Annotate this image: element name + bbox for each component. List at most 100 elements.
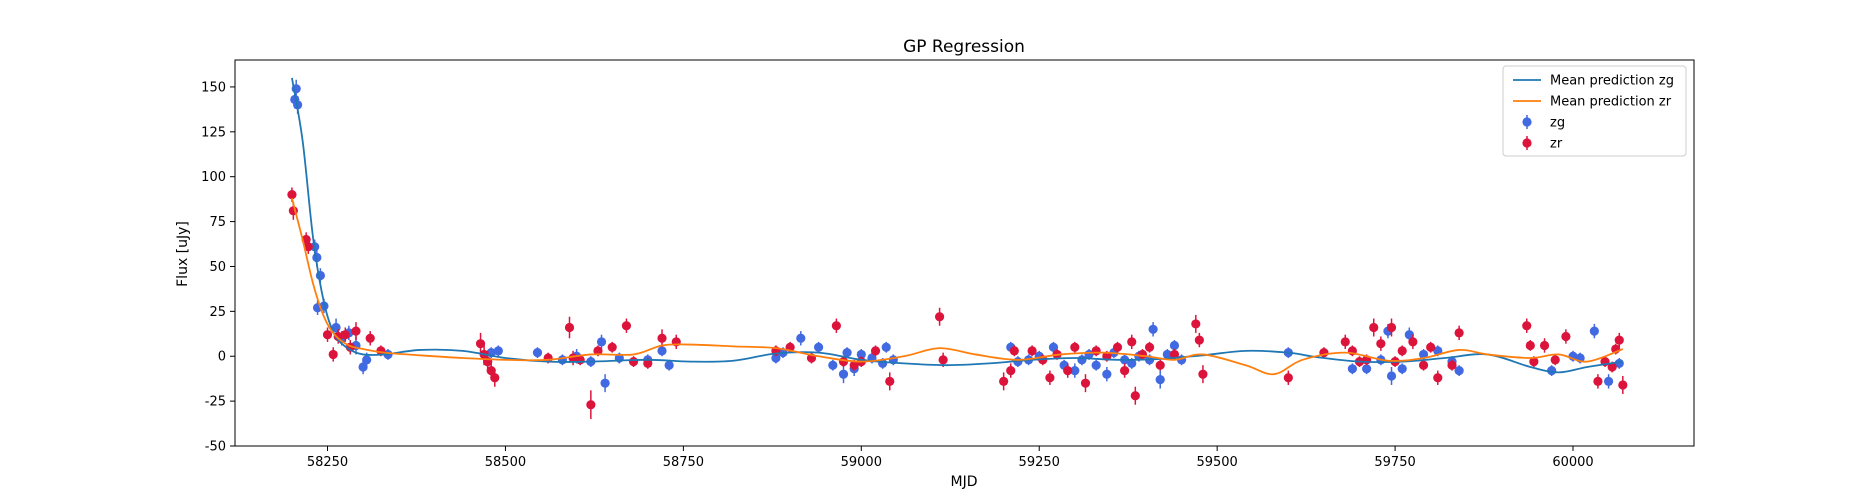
- x-tick-label: 59250: [1019, 455, 1060, 470]
- point-zr: [1340, 337, 1350, 347]
- point-zr: [1522, 321, 1532, 331]
- point-zg: [312, 252, 322, 263]
- y-tick-label: 0: [218, 350, 226, 365]
- point-zr: [1447, 360, 1457, 370]
- point-zr: [607, 342, 617, 352]
- point-zg: [358, 362, 368, 372]
- point-zr: [1120, 365, 1130, 376]
- point-zr: [1045, 373, 1055, 383]
- legend-label: Mean prediction zr: [1550, 95, 1672, 110]
- point-zg: [1155, 374, 1165, 385]
- point-zr: [1550, 355, 1560, 365]
- point-zg: [1148, 324, 1158, 334]
- point-zr: [1426, 342, 1436, 352]
- point-zr: [1155, 360, 1165, 370]
- legend-swatch: [1522, 117, 1532, 127]
- point-zr: [1027, 346, 1037, 356]
- point-zr: [564, 322, 575, 333]
- y-tick-label: 75: [209, 215, 226, 230]
- point-zr: [365, 333, 375, 343]
- point-zr: [1614, 335, 1624, 345]
- point-zg: [771, 353, 781, 363]
- series-zr: [287, 187, 1628, 420]
- point-zr: [287, 190, 297, 200]
- point-zr: [1618, 380, 1628, 390]
- point-zr: [1408, 337, 1418, 347]
- point-zg: [842, 348, 852, 358]
- point-zg: [1603, 376, 1614, 386]
- point-zr: [621, 321, 632, 331]
- point-zr: [849, 360, 859, 370]
- point-zr: [333, 331, 343, 342]
- legend-label: zg: [1550, 116, 1565, 131]
- point-zg: [828, 360, 838, 370]
- point-zg: [1362, 364, 1372, 374]
- point-zr: [1539, 340, 1550, 351]
- point-zr: [999, 376, 1009, 386]
- point-zr: [303, 242, 313, 252]
- point-zg: [1048, 342, 1059, 352]
- point-zr: [885, 376, 895, 386]
- point-zg: [657, 346, 667, 356]
- x-tick-label: 58750: [663, 455, 704, 470]
- point-zr: [657, 333, 667, 343]
- point-zr: [593, 346, 603, 356]
- point-zr: [1009, 346, 1019, 356]
- point-zg: [1397, 364, 1407, 374]
- line-mean-prediction-zr: [291, 198, 1624, 376]
- point-zr: [1376, 339, 1386, 349]
- point-zg: [814, 342, 824, 352]
- point-zr: [628, 357, 639, 367]
- point-zr: [838, 357, 849, 367]
- y-tick-label: -25: [205, 395, 226, 410]
- legend-label: zr: [1550, 137, 1563, 152]
- legend-box: [1502, 65, 1687, 157]
- y-tick-label: 25: [209, 305, 226, 320]
- legend-swatch: [1522, 138, 1532, 148]
- point-zr: [938, 355, 948, 365]
- point-zr: [1607, 362, 1617, 372]
- point-zr: [1191, 319, 1201, 329]
- point-zr: [1169, 349, 1180, 360]
- point-zr: [1454, 328, 1464, 338]
- point-zr: [1433, 373, 1443, 383]
- point-zr: [1080, 378, 1091, 388]
- point-zr: [1369, 322, 1379, 333]
- point-zg: [1169, 340, 1180, 351]
- legend-label: Mean prediction zg: [1550, 74, 1674, 89]
- point-zg: [1162, 349, 1172, 360]
- x-tick-label: 58250: [307, 455, 348, 470]
- point-zg: [1102, 369, 1112, 379]
- point-zg: [1404, 330, 1414, 340]
- y-tick-label: 125: [201, 125, 226, 140]
- point-zg: [596, 337, 607, 347]
- point-zg: [856, 349, 866, 360]
- point-zg: [532, 348, 543, 358]
- point-zg: [1454, 365, 1464, 376]
- y-tick-label: 50: [209, 260, 226, 275]
- point-zg: [315, 270, 326, 281]
- point-zr: [1112, 342, 1123, 352]
- point-zr: [1127, 337, 1137, 347]
- point-zr: [351, 326, 361, 336]
- x-tick-label: 59000: [841, 455, 882, 470]
- point-zr: [1529, 357, 1539, 367]
- point-zg: [1070, 365, 1080, 376]
- x-tick-label: 59750: [1374, 455, 1415, 470]
- point-zr: [475, 339, 486, 349]
- point-zr: [328, 349, 338, 360]
- point-zr: [870, 346, 881, 356]
- point-zr: [1525, 340, 1535, 351]
- point-zr: [1283, 373, 1293, 383]
- point-zr: [1070, 342, 1080, 352]
- x-tick-label: 60000: [1552, 455, 1593, 470]
- point-zg: [664, 360, 674, 370]
- x-axis-label: MJD: [951, 474, 978, 490]
- y-tick-label: 150: [201, 80, 226, 95]
- point-zr: [1561, 331, 1571, 342]
- x-tick-label: 58500: [485, 455, 526, 470]
- point-zr: [1194, 335, 1204, 345]
- point-zg: [1589, 326, 1599, 336]
- point-zg: [557, 355, 567, 365]
